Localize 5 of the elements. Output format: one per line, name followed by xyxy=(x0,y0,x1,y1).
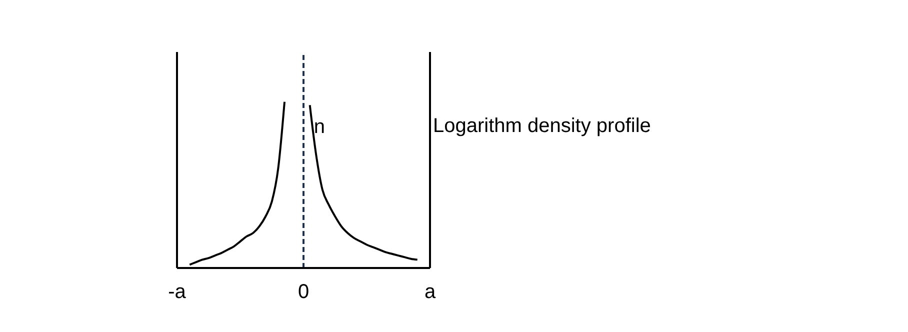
x-tick-label: a xyxy=(424,281,436,304)
x-tick-label: -a xyxy=(168,281,187,304)
x-tick-label: 0 xyxy=(298,281,310,304)
text: Logarithm density profile xyxy=(433,115,651,138)
series-label: n xyxy=(314,116,325,138)
